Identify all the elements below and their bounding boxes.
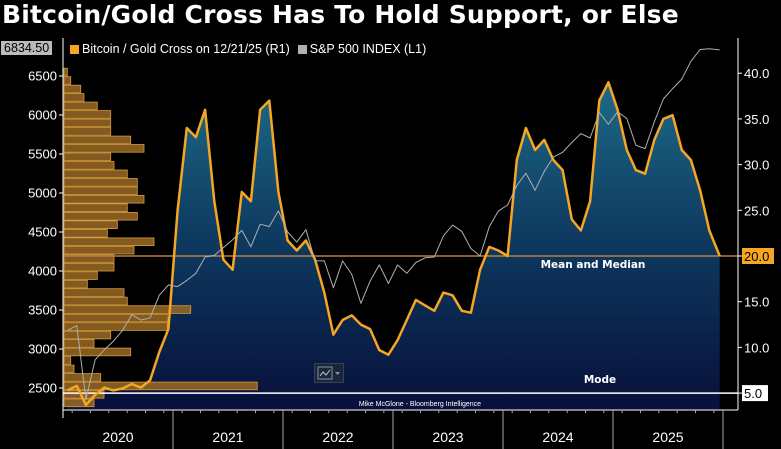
legend-label: S&P 500 INDEX (L1) [309, 42, 427, 56]
bitcoin-gold-line [67, 81, 721, 407]
histogram-bar [63, 93, 85, 102]
chart-title: Bitcoin/Gold Cross Has To Hold Support, … [2, 0, 679, 29]
histogram-bar [63, 161, 115, 170]
histogram-bar [63, 118, 112, 128]
line-chart-icon [317, 366, 340, 380]
right-tick-label: 40.0 [744, 66, 769, 81]
histogram-bar [63, 135, 132, 145]
mean-value-badge [742, 248, 774, 264]
histogram-bar [63, 186, 138, 196]
legend-swatch-orange [70, 45, 79, 55]
histogram-bar [63, 110, 112, 119]
left-tick-label: 6500 [28, 69, 57, 84]
x-tick-label: 2020 [102, 429, 133, 445]
histogram-bar [63, 271, 98, 280]
legend: Bitcoin / Gold Cross on 12/21/25 (R1) S&… [70, 42, 426, 56]
histogram-bar [63, 169, 128, 179]
histogram-bar [63, 262, 115, 272]
histogram-bar [63, 373, 102, 382]
histogram-bar [63, 211, 138, 221]
left-tick-label: 3500 [28, 303, 57, 318]
chevron-down-icon [335, 372, 340, 375]
histogram-bar [63, 390, 105, 399]
histogram-bar [63, 67, 68, 77]
histogram-bar [63, 322, 168, 331]
histogram-bar [63, 220, 118, 229]
last-value-label: 6834.50 [1, 41, 53, 55]
left-tick-label: 6000 [28, 108, 57, 123]
histogram-bar [63, 237, 155, 246]
right-tick-label: 25.0 [744, 203, 769, 218]
sp500-line [67, 48, 720, 401]
histogram-bar [63, 152, 112, 162]
x-tick-label: 2022 [322, 429, 353, 445]
histogram-bar [63, 296, 128, 306]
histogram-bar [63, 279, 88, 289]
histogram-bar [63, 194, 145, 204]
x-tick-label: 2023 [432, 429, 463, 445]
histogram-bar [63, 381, 258, 391]
histogram-bar [63, 330, 112, 340]
histogram-bar [63, 398, 95, 408]
histogram-bar [63, 76, 72, 85]
mode-annotation: Mode [584, 374, 616, 386]
histogram-bar [63, 313, 168, 323]
left-tick-label: 4500 [28, 225, 57, 240]
mean-value-label: 20.0 [744, 249, 769, 264]
histogram-bar [63, 347, 132, 357]
right-tick-label: 35.0 [744, 112, 769, 127]
mode-value-label: 5.0 [744, 386, 762, 401]
mean-median-annotation: Mean and Median [541, 259, 646, 271]
credit-text: Mike McGlone - Bloomberg Intelligence [359, 401, 481, 408]
histogram-bar [63, 339, 95, 348]
histogram-bar [63, 101, 98, 111]
histogram-bar [63, 178, 138, 187]
histogram-bar [63, 144, 145, 153]
histogram-bar [63, 364, 75, 374]
histogram-bar [63, 356, 72, 365]
chart-type-button[interactable] [314, 363, 344, 383]
histogram-bar [63, 245, 135, 255]
right-tick-label: 10.0 [744, 340, 769, 355]
x-tick-label: 2021 [212, 429, 243, 445]
histogram-bar [63, 305, 192, 314]
left-tick-label: 5000 [28, 186, 57, 201]
left-tick-label: 5500 [28, 147, 57, 162]
legend-item-sp500[interactable]: S&P 500 INDEX (L1) [297, 42, 427, 56]
left-tick-label: 2500 [28, 381, 57, 396]
legend-item-bitcoin-gold[interactable]: Bitcoin / Gold Cross on 12/21/25 (R1) [70, 42, 290, 56]
right-tick-label: 30.0 [744, 158, 769, 173]
legend-swatch-gray [297, 45, 307, 55]
left-tick-label: 3000 [28, 342, 57, 357]
histogram-bar [63, 84, 82, 94]
left-tick-label: 4000 [28, 264, 57, 279]
histogram-bar [63, 254, 115, 263]
legend-label: Bitcoin / Gold Cross on 12/21/25 (R1) [82, 42, 290, 56]
bitcoin-gold-area-fill [67, 82, 720, 411]
mode-value-badge [742, 385, 768, 402]
histogram-bar [63, 288, 125, 297]
x-tick-label: 2025 [652, 429, 683, 445]
right-tick-label: 15.0 [744, 295, 769, 310]
histogram-bar [63, 228, 108, 238]
histogram-bar [63, 127, 112, 136]
histogram-bar [63, 203, 128, 212]
x-tick-label: 2024 [542, 429, 573, 445]
